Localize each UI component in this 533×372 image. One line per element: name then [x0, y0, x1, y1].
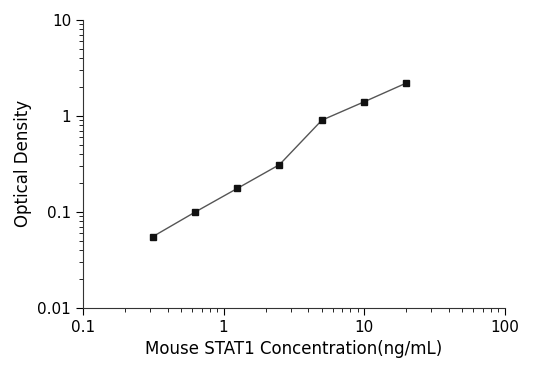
X-axis label: Mouse STAT1 Concentration(ng/mL): Mouse STAT1 Concentration(ng/mL)	[145, 340, 442, 358]
Y-axis label: Optical Density: Optical Density	[14, 100, 32, 227]
